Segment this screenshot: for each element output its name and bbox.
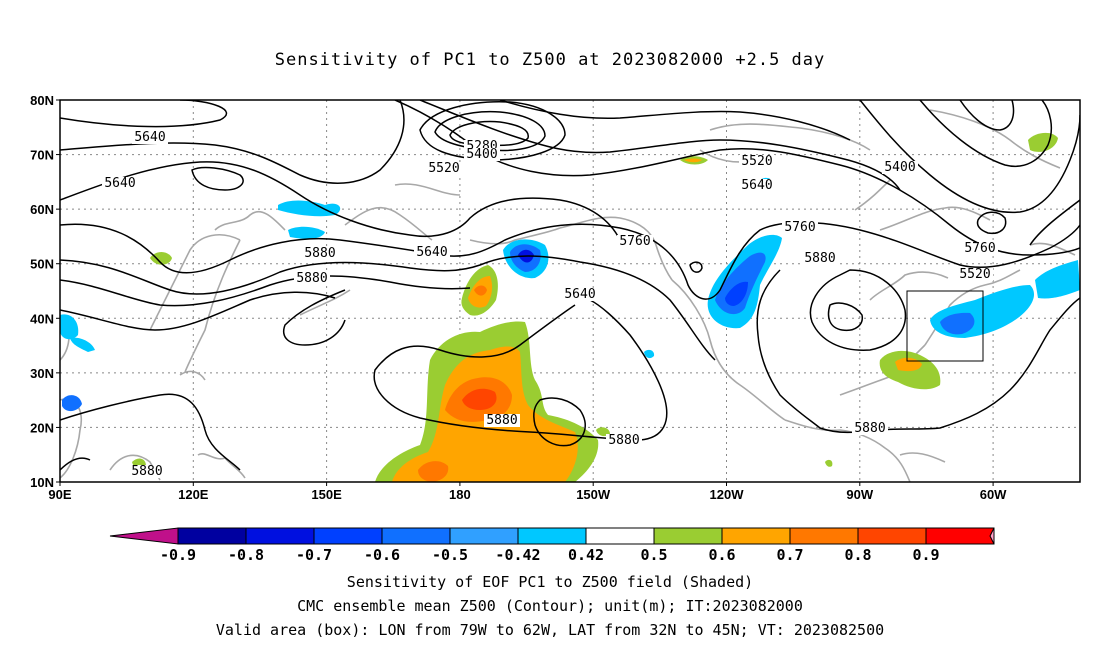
contour-label: 5400 — [466, 147, 497, 162]
contour-label-bg — [129, 465, 165, 478]
colorbar-bin — [245, 527, 315, 545]
contour-label: 5640 — [104, 176, 135, 191]
contour-label-bg — [294, 272, 330, 285]
contour-label: 5880 — [608, 433, 639, 448]
caption-line-2: CMC ensemble mean Z500 (Contour); unit(m… — [297, 597, 803, 615]
lon-tick-label: 150E — [311, 487, 342, 502]
lat-tick-label: 70N — [30, 148, 54, 163]
lat-tick-label: 50N — [30, 257, 54, 272]
contour-label: 5520 — [428, 161, 459, 176]
lat-tick-label: 30N — [30, 366, 54, 381]
lat-tick-label: 80N — [30, 93, 54, 108]
colorbar-label: 0.5 — [640, 546, 667, 564]
contour-label-bg — [957, 268, 993, 281]
colorbar-label: 0.7 — [776, 546, 803, 564]
lat-tick-label: 10N — [30, 475, 54, 490]
map-frame — [59, 99, 1081, 483]
chart-title: Sensitivity of PC1 to Z500 at 2023082000… — [274, 50, 826, 70]
lon-tick-label: 60W — [980, 487, 1007, 502]
contour-label-bg — [802, 252, 838, 265]
colorbar-bin — [721, 527, 791, 545]
colorbar-label: 0.8 — [844, 546, 871, 564]
lat-tick-label: 60N — [30, 202, 54, 217]
contour-label: 5880 — [304, 246, 335, 261]
colorbar-label: -0.42 — [495, 546, 540, 564]
contour-label: 5760 — [619, 234, 650, 249]
contour-label-bg — [739, 179, 775, 192]
colorbar-bin — [449, 527, 519, 545]
valid-area-box — [906, 290, 984, 362]
contour-label-bg — [132, 131, 168, 144]
contour-label: 5880 — [486, 413, 517, 428]
colorbar-bin — [789, 527, 859, 545]
contour-label-bg — [617, 235, 653, 248]
caption-line-3: Valid area (box): LON from 79W to 62W, L… — [215, 621, 885, 639]
contour-label: 5520 — [741, 154, 772, 169]
colorbar-bin — [517, 527, 587, 545]
contour-label: 5880 — [131, 464, 162, 479]
contour-label-bg — [414, 246, 450, 259]
colorbar-label: -0.5 — [432, 546, 468, 564]
contour-label: 5880 — [804, 251, 835, 266]
contour-label-bg — [739, 155, 775, 168]
contour-label: 5400 — [884, 160, 915, 175]
colorbar-bin — [313, 527, 383, 545]
contour-label: 5520 — [959, 267, 990, 282]
contour-label-bg — [882, 161, 918, 174]
colorbar-bin — [177, 527, 247, 545]
contour-label-bg — [852, 422, 888, 435]
contour-label-bg — [606, 434, 642, 447]
contour-label: 5760 — [964, 241, 995, 256]
colorbar-bin — [585, 527, 655, 545]
colorbar-bin — [925, 527, 995, 545]
colorbar-label: -0.6 — [364, 546, 400, 564]
contour-label: 5760 — [784, 220, 815, 235]
contour-label: 5640 — [741, 178, 772, 193]
contour-label-bg — [464, 148, 500, 161]
colorbar-label: -0.9 — [160, 546, 196, 564]
lat-tick-label: 20N — [30, 420, 54, 435]
contour-label-bg — [102, 177, 138, 190]
colorbar-high-triangle — [989, 527, 995, 545]
contour-label: 5640 — [564, 287, 595, 302]
colorbar-low-triangle — [109, 527, 179, 545]
lon-tick-label: 120W — [710, 487, 745, 502]
colorbar-label: -0.8 — [228, 546, 264, 564]
lat-tick-label: 40N — [30, 311, 54, 326]
colorbar-label: -0.7 — [296, 546, 332, 564]
contour-label-bg — [484, 414, 520, 427]
lon-tick-label: 150W — [576, 487, 611, 502]
caption-line-1: Sensitivity of EOF PC1 to Z500 field (Sh… — [346, 573, 754, 591]
contour-label: 5880 — [854, 421, 885, 436]
colorbar-bin — [381, 527, 451, 545]
colorbar-label: 0.42 — [568, 546, 604, 564]
lon-tick-label: 90W — [846, 487, 873, 502]
contour-label-bg — [782, 221, 818, 234]
colorbar-label: 0.6 — [708, 546, 735, 564]
lon-tick-label: 90E — [48, 487, 71, 502]
lon-tick-label: 180 — [449, 487, 471, 502]
colorbar-label: 0.9 — [912, 546, 939, 564]
contour-label: 5640 — [134, 130, 165, 145]
contour-label-bg — [562, 288, 598, 301]
contour-label: 5880 — [296, 271, 327, 286]
colorbar: -0.9 -0.8 -0.7 -0.6 -0.5 -0.42 0.42 0.5 0.6 0.7 0.… — [109, 527, 995, 564]
contour-label-bg — [962, 242, 998, 255]
contour-label-bg — [302, 247, 338, 260]
contour-label-bg — [426, 162, 462, 175]
colorbar-bin — [857, 527, 927, 545]
lon-tick-label: 120E — [178, 487, 209, 502]
contour-label: 5640 — [416, 245, 447, 260]
colorbar-bin — [653, 527, 723, 545]
